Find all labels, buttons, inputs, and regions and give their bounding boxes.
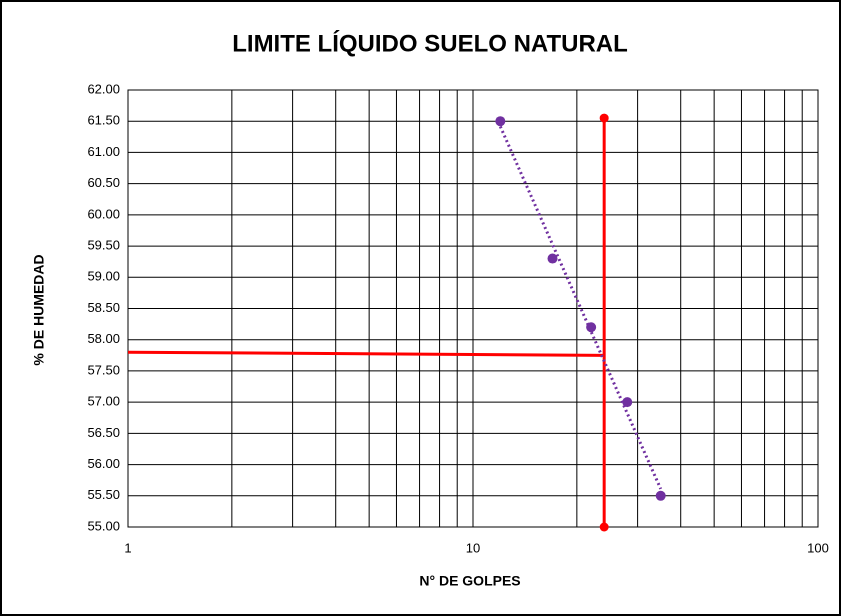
y-tick-label: 60.50: [87, 175, 120, 190]
reference-marker: [599, 522, 609, 532]
y-tick-label: 55.50: [87, 487, 120, 502]
y-tick-label: 57.00: [87, 394, 120, 409]
trendline: [498, 125, 663, 490]
x-tick-label: 1: [124, 540, 131, 555]
data-point: [655, 490, 666, 501]
data-point: [495, 116, 506, 127]
x-tick-label: 100: [807, 540, 829, 555]
y-tick-label: 56.00: [87, 456, 120, 471]
y-tick-label: 60.00: [87, 206, 120, 221]
x-axis-title: N° DE GOLPES: [419, 573, 520, 589]
y-tick-label: 61.00: [87, 144, 120, 159]
y-tick-label: 56.50: [87, 425, 120, 440]
y-tick-label: 62.00: [87, 81, 120, 96]
x-tick-label: 10: [466, 540, 480, 555]
data-point: [622, 397, 633, 408]
y-tick-label: 59.50: [87, 238, 120, 253]
data-point: [547, 253, 558, 264]
y-tick-label: 61.50: [87, 113, 120, 128]
data-point: [586, 322, 597, 333]
y-axis-title: % DE HUMEDAD: [31, 254, 47, 365]
y-tick-label: 57.50: [87, 362, 120, 377]
reference-line: [127, 350, 605, 357]
y-tick-label: 58.50: [87, 300, 120, 315]
y-tick-label: 58.00: [87, 331, 120, 346]
y-tick-label: 59.00: [87, 269, 120, 284]
chart-title: LIMITE LÍQUIDO SUELO NATURAL: [232, 29, 628, 57]
plot-border: [127, 89, 819, 528]
reference-marker: [599, 113, 609, 123]
y-tick-label: 55.00: [87, 518, 120, 533]
